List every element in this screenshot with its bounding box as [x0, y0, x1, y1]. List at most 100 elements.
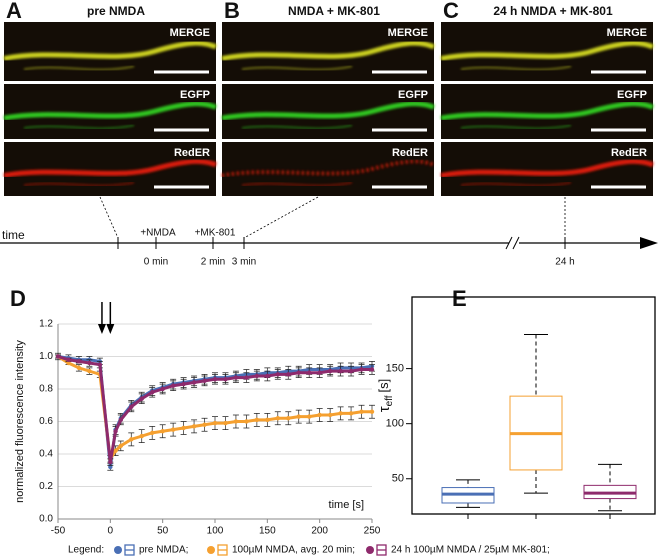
data-point — [212, 420, 218, 426]
data-point — [76, 359, 82, 364]
data-point — [160, 386, 165, 392]
data-point — [359, 367, 364, 372]
dendrite — [3, 40, 217, 62]
channel-label: RedER — [174, 147, 210, 159]
legend-marker — [114, 546, 122, 554]
dendrite-branch — [23, 124, 135, 130]
data-point — [87, 368, 92, 374]
dendrite-branch — [23, 65, 135, 71]
x-tick-label: 100 — [207, 526, 224, 537]
data-point — [275, 416, 280, 421]
channel-label: EGFP — [398, 89, 428, 101]
arrowhead — [97, 324, 106, 334]
data-point — [118, 417, 124, 423]
dendrite-branch — [23, 181, 135, 187]
dendrite — [221, 159, 435, 178]
dendrite — [221, 101, 435, 121]
data-point — [76, 365, 82, 371]
data-point — [317, 412, 322, 418]
y-tick-label: 1.0 — [39, 351, 53, 362]
data-point — [286, 416, 291, 421]
legend-marker — [207, 546, 215, 554]
data-point — [66, 360, 71, 366]
data-point — [317, 370, 322, 375]
panel-title: pre NMDA — [87, 4, 145, 18]
x-tick-label: 0 — [108, 526, 114, 537]
data-point — [191, 424, 197, 429]
data-point — [296, 370, 301, 375]
data-point — [296, 414, 301, 419]
data-point — [129, 437, 134, 442]
y-tick-label: 0.8 — [39, 384, 53, 395]
event-label: +MK-801 — [195, 228, 236, 239]
panel-letter: D — [10, 286, 26, 311]
event-time: 2 min — [201, 257, 225, 268]
panel-letter: B — [224, 0, 240, 23]
data-point — [55, 354, 61, 359]
y-tick-label: 0.2 — [39, 481, 53, 492]
channel-label: MERGE — [170, 27, 210, 39]
data-point — [254, 417, 260, 423]
legend-label: 24 h 100µM NMDA / 25µM MK-801; — [391, 545, 550, 556]
connector — [99, 196, 119, 239]
data-point — [150, 430, 155, 436]
timeline-label: time — [2, 228, 25, 242]
channel-label: RedER — [611, 147, 647, 159]
data-point — [170, 427, 176, 432]
x-tick-label: -50 — [51, 526, 66, 537]
data-point — [327, 412, 333, 418]
timeline-arrowhead — [640, 237, 658, 249]
data-point — [369, 409, 375, 414]
channel-label: MERGE — [388, 27, 428, 39]
timeline: time — [0, 196, 658, 250]
dendrite — [440, 40, 654, 62]
dendrite-branch — [241, 181, 353, 187]
data-point — [113, 429, 118, 434]
event-time: 0 min — [144, 257, 168, 268]
data-point — [181, 381, 186, 387]
panel-title: NMDA + MK-801 — [288, 4, 380, 18]
data-point — [244, 419, 249, 424]
dendrite-branch — [460, 124, 572, 130]
plot-frame — [411, 296, 656, 515]
panel-title: 24 h NMDA + MK-801 — [493, 4, 613, 18]
dendrite-branch — [460, 181, 572, 187]
x-tick-label: 200 — [311, 526, 328, 537]
data-point — [233, 419, 239, 424]
dendrite — [221, 40, 435, 62]
data-point — [191, 380, 197, 385]
dendrite — [3, 101, 217, 121]
data-point — [202, 422, 207, 427]
axis-break — [505, 236, 513, 250]
dendrite-branch — [241, 124, 353, 130]
panel-letter: E — [452, 286, 467, 311]
axis-break — [509, 236, 519, 250]
dendrite — [440, 101, 654, 121]
y-tick-label: 1.2 — [39, 319, 53, 330]
data-point — [307, 414, 312, 419]
y-tick-label: 0.4 — [39, 449, 53, 460]
data-point — [265, 373, 270, 379]
data-point — [254, 373, 260, 379]
data-point — [348, 368, 354, 374]
x-tick-label: 150 — [259, 526, 276, 537]
y-axis-title: τeff [s] — [376, 379, 395, 413]
data-point — [150, 390, 155, 395]
channel-label: RedER — [392, 147, 428, 159]
y-axis-unit: [s] — [376, 379, 391, 393]
channel-label: MERGE — [607, 27, 647, 39]
panel-letter: A — [6, 0, 22, 23]
data-point — [170, 383, 176, 388]
y-tick-label: 0.0 — [39, 514, 53, 525]
data-point — [233, 375, 239, 380]
event-time: 3 min — [232, 257, 256, 268]
legend-label: 100µM NMDA, avg. 20 min; — [232, 545, 355, 556]
data-point — [338, 368, 343, 374]
y-tick-label: 50 — [392, 473, 404, 485]
x-tick-label: 250 — [364, 526, 381, 537]
data-point — [118, 443, 124, 449]
y-tick-label: 0.6 — [39, 416, 53, 427]
y-tick-label: 100 — [386, 418, 404, 430]
data-point — [181, 425, 186, 431]
